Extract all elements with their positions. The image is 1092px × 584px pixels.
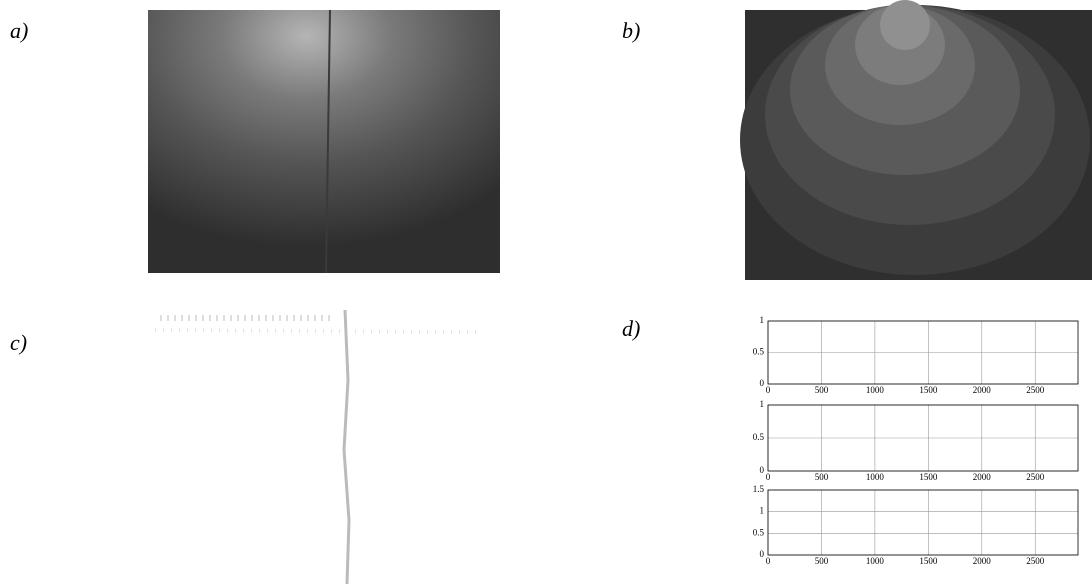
- x-tick-label: 1500: [919, 556, 938, 566]
- x-tick-label: 2000: [973, 385, 992, 395]
- x-tick-label: 1500: [919, 385, 938, 395]
- x-tick-label: 2000: [973, 556, 992, 566]
- y-tick-label: 0: [760, 465, 765, 475]
- x-tick-label: 1000: [866, 472, 885, 482]
- x-tick-label: 0: [766, 472, 771, 482]
- x-tick-label: 2500: [1026, 556, 1045, 566]
- x-tick-label: 0: [766, 385, 771, 395]
- image-b: [740, 0, 1092, 280]
- panel-label: c): [10, 330, 27, 355]
- figure: a) b) c) d) 0500100015002000250000.51050…: [0, 0, 1092, 584]
- x-tick-label: 1500: [919, 472, 938, 482]
- x-tick-label: 2500: [1026, 385, 1045, 395]
- x-tick-label: 2500: [1026, 472, 1045, 482]
- y-tick-label: 0.5: [753, 432, 765, 442]
- y-tick-label: 1: [760, 399, 765, 409]
- y-tick-label: 0: [760, 378, 765, 388]
- x-tick-label: 500: [815, 472, 829, 482]
- y-tick-label: 0.5: [753, 347, 765, 357]
- image-a: [148, 10, 500, 273]
- panel-label: a): [10, 18, 28, 43]
- x-tick-label: 1000: [866, 556, 885, 566]
- y-tick-label: 0.5: [753, 527, 765, 537]
- y-tick-label: 1: [760, 315, 765, 325]
- x-tick-label: 1000: [866, 385, 885, 395]
- x-tick-label: 500: [815, 556, 829, 566]
- y-tick-label: 1.5: [753, 484, 765, 494]
- plot-frame: [768, 490, 1078, 555]
- x-tick-label: 500: [815, 385, 829, 395]
- x-tick-label: 2000: [973, 472, 992, 482]
- panel-label: b): [622, 18, 640, 43]
- panel-label: d): [622, 316, 640, 341]
- y-tick-label: 1: [760, 506, 765, 516]
- image-c: [148, 310, 500, 584]
- x-tick-label: 0: [766, 556, 771, 566]
- y-tick-label: 0: [760, 549, 765, 559]
